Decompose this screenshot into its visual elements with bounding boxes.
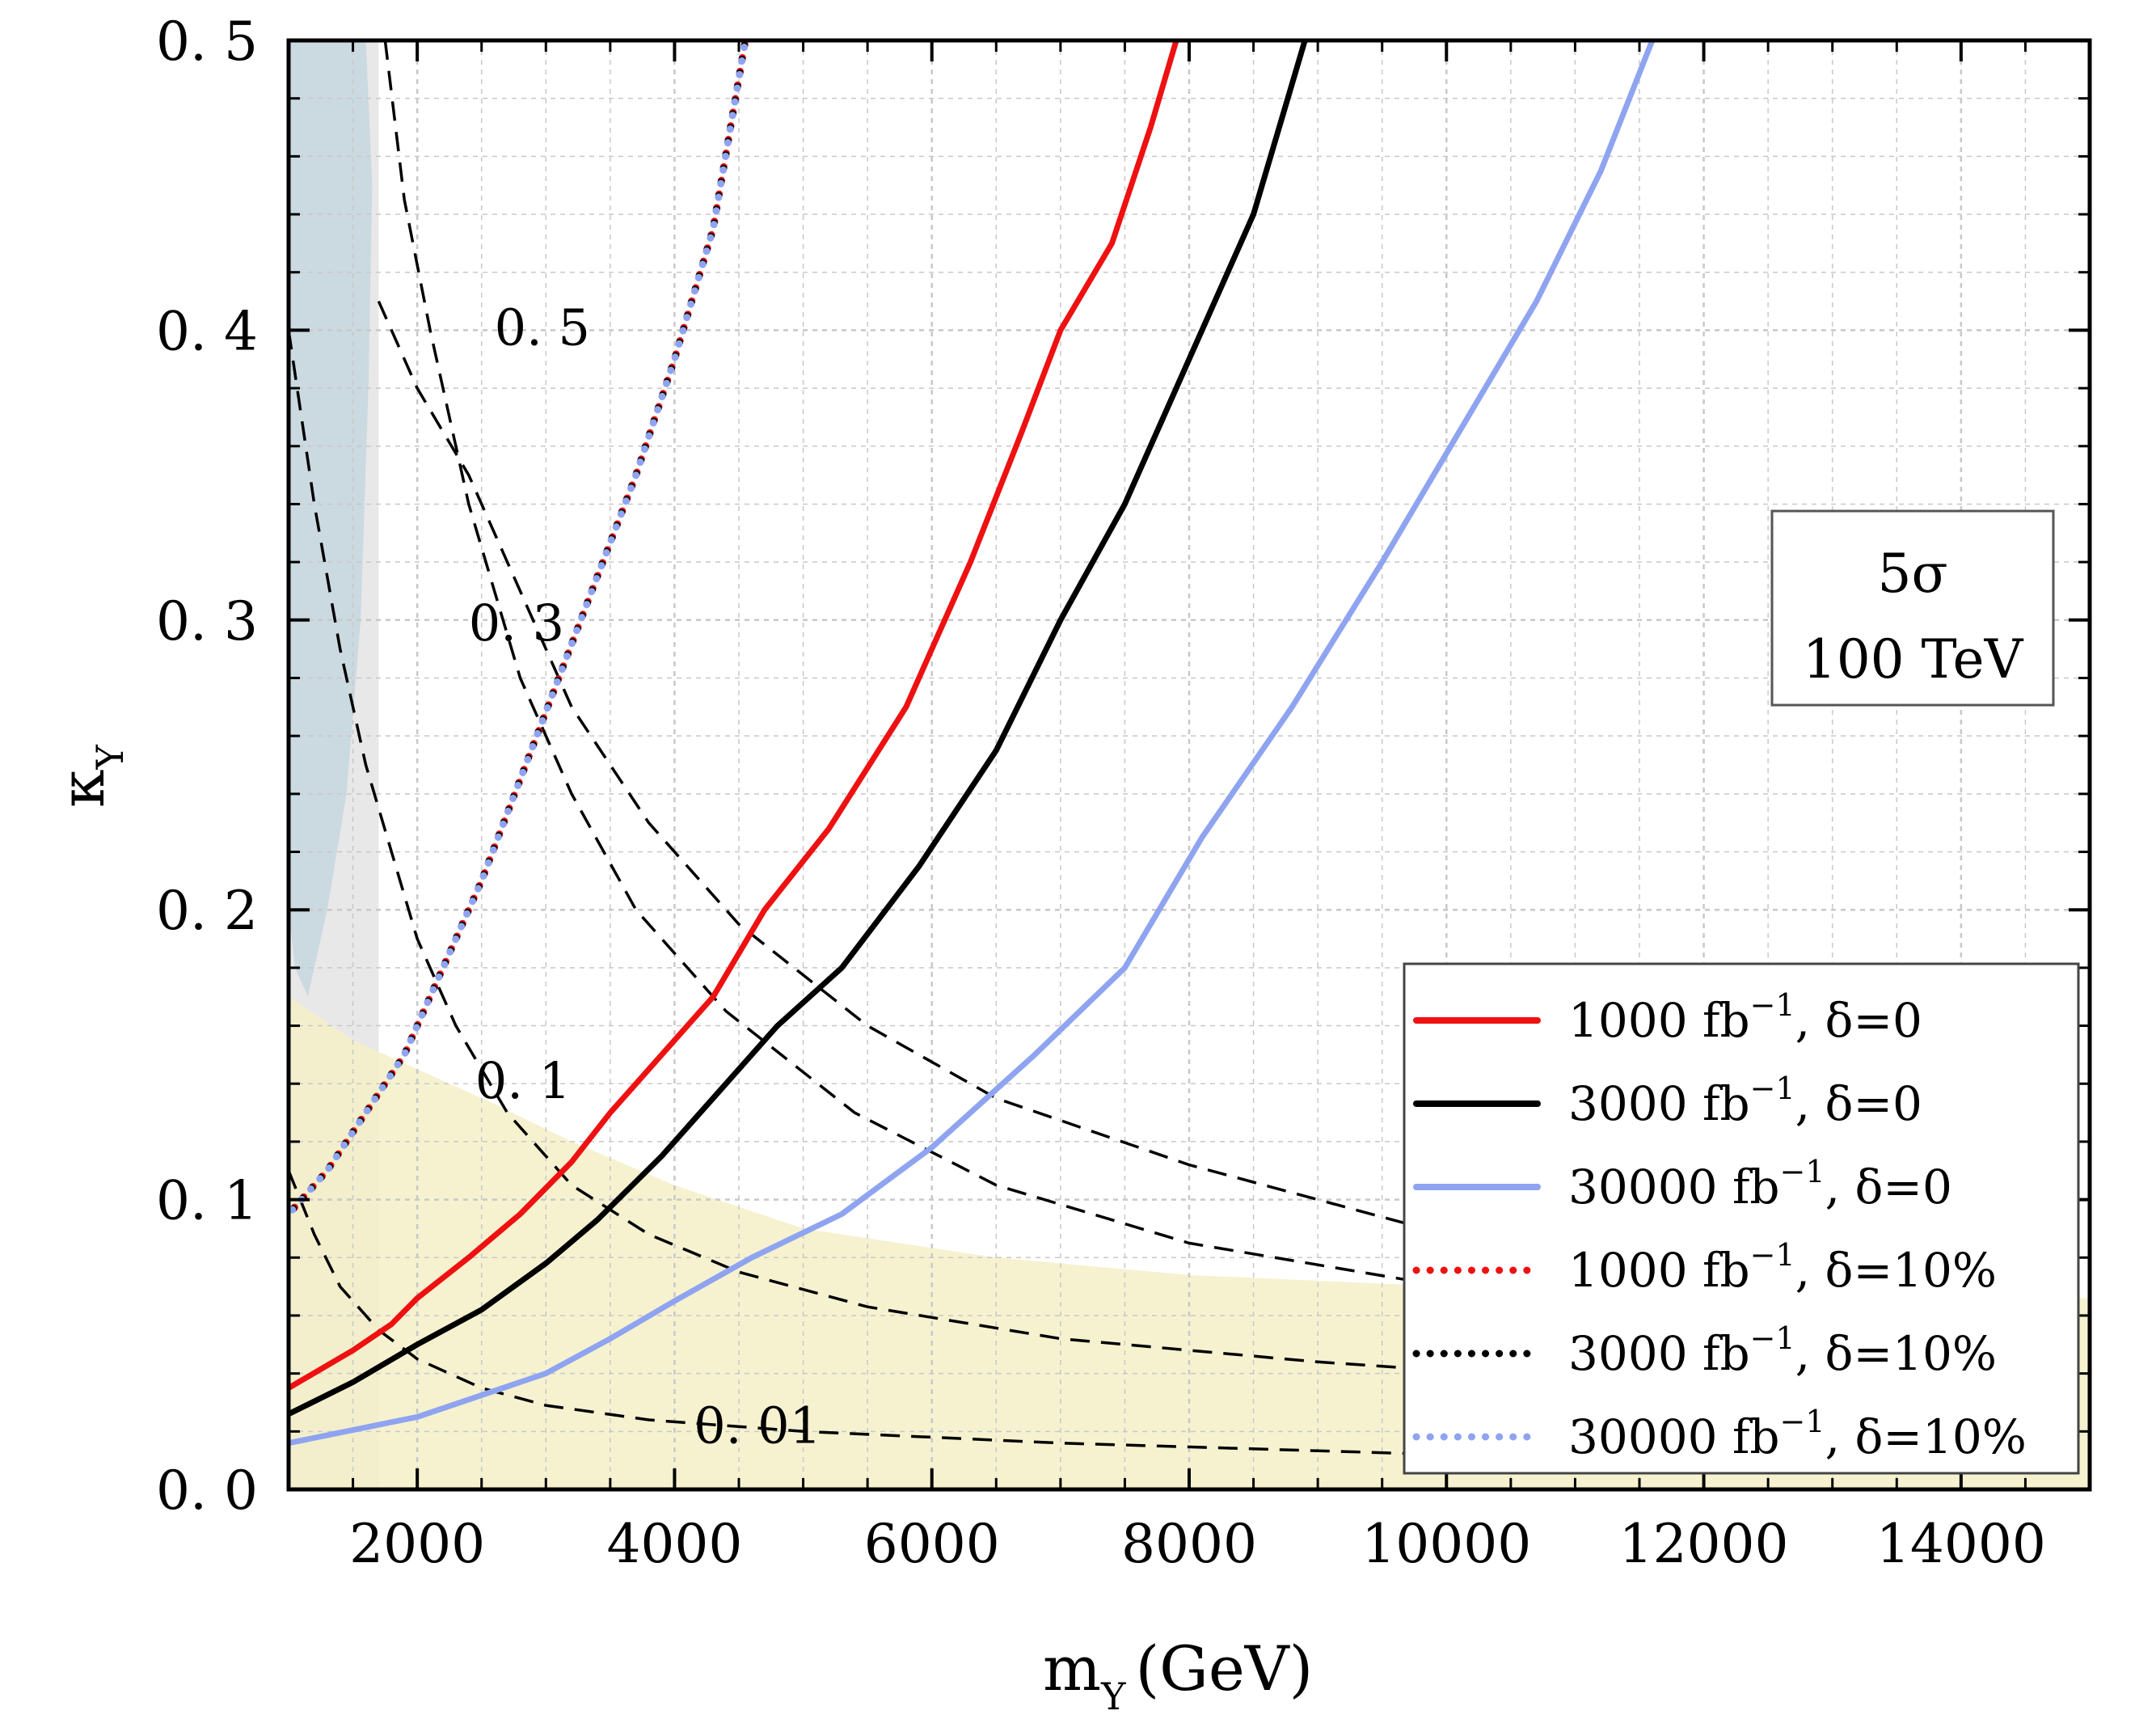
legend-label-3: 1000 fb−1, δ=10%	[1568, 1237, 1997, 1298]
contour-line-1	[383, 40, 1447, 1288]
y-axis-title: κY	[46, 744, 132, 808]
contour-label-3: 0. 01	[694, 1396, 821, 1455]
annotation-box: 5σ 100 TeV	[1770, 509, 2055, 707]
series-line-1	[289, 40, 1308, 1417]
y-tick-label: 0. 4	[156, 300, 258, 362]
contour-line-3	[289, 1170, 1447, 1456]
y-tick-label: 0. 3	[156, 590, 258, 653]
contour-label-2: 0. 1	[475, 1051, 571, 1110]
legend-label-0: 1000 fb−1, δ=0	[1568, 987, 1922, 1048]
x-tick-label: 8000	[1121, 1513, 1257, 1575]
svg-text:mY(GeV): mY (GeV)	[1043, 1633, 1313, 1715]
contour-label-0: 0. 5	[495, 298, 590, 357]
svg-text:κY: κY	[46, 744, 132, 808]
contour-label-1: 0. 3	[469, 593, 564, 653]
contour-line-2	[289, 330, 1447, 1372]
legend-label-5: 30000 fb−1, δ=10%	[1568, 1404, 2027, 1464]
x-tick-label: 2000	[349, 1513, 485, 1575]
legend-label-1: 3000 fb−1, δ=0	[1568, 1071, 1922, 1131]
x-tick-label: 6000	[864, 1513, 1000, 1575]
contour-line-0	[377, 300, 1447, 1236]
annotation-significance: 5σ	[1877, 543, 1947, 605]
annotation-energy: 100 TeV	[1803, 628, 2024, 691]
series-line-3	[289, 40, 749, 1218]
x-axis-title: mY (GeV)	[1043, 1633, 1313, 1715]
y-tick-label: 0. 1	[156, 1170, 258, 1232]
y-tick-label: 0. 0	[156, 1459, 258, 1522]
x-tick-label: 10000	[1361, 1513, 1531, 1575]
contour-labels: 0. 5 0. 3 0. 1 0. 01	[469, 298, 821, 1455]
legend: 1000 fb−1, δ=0 3000 fb−1, δ=0 30000 fb−1, …	[1403, 962, 2080, 1475]
y-tick-label: 0. 5	[156, 11, 258, 73]
y-tick-label: 0. 2	[156, 880, 258, 942]
series-line-5	[289, 40, 749, 1218]
legend-label-2: 30000 fb−1, δ=0	[1568, 1154, 1952, 1214]
series-line-0	[289, 40, 1179, 1392]
series-line-2	[289, 40, 1656, 1447]
x-tick-label: 14000	[1876, 1513, 2046, 1575]
contour-lines	[289, 40, 1447, 1456]
x-tick-label: 12000	[1619, 1513, 1789, 1575]
series-lines	[289, 40, 1656, 1447]
x-tick-label: 4000	[606, 1513, 742, 1575]
legend-label-4: 3000 fb−1, δ=10%	[1568, 1320, 1997, 1381]
